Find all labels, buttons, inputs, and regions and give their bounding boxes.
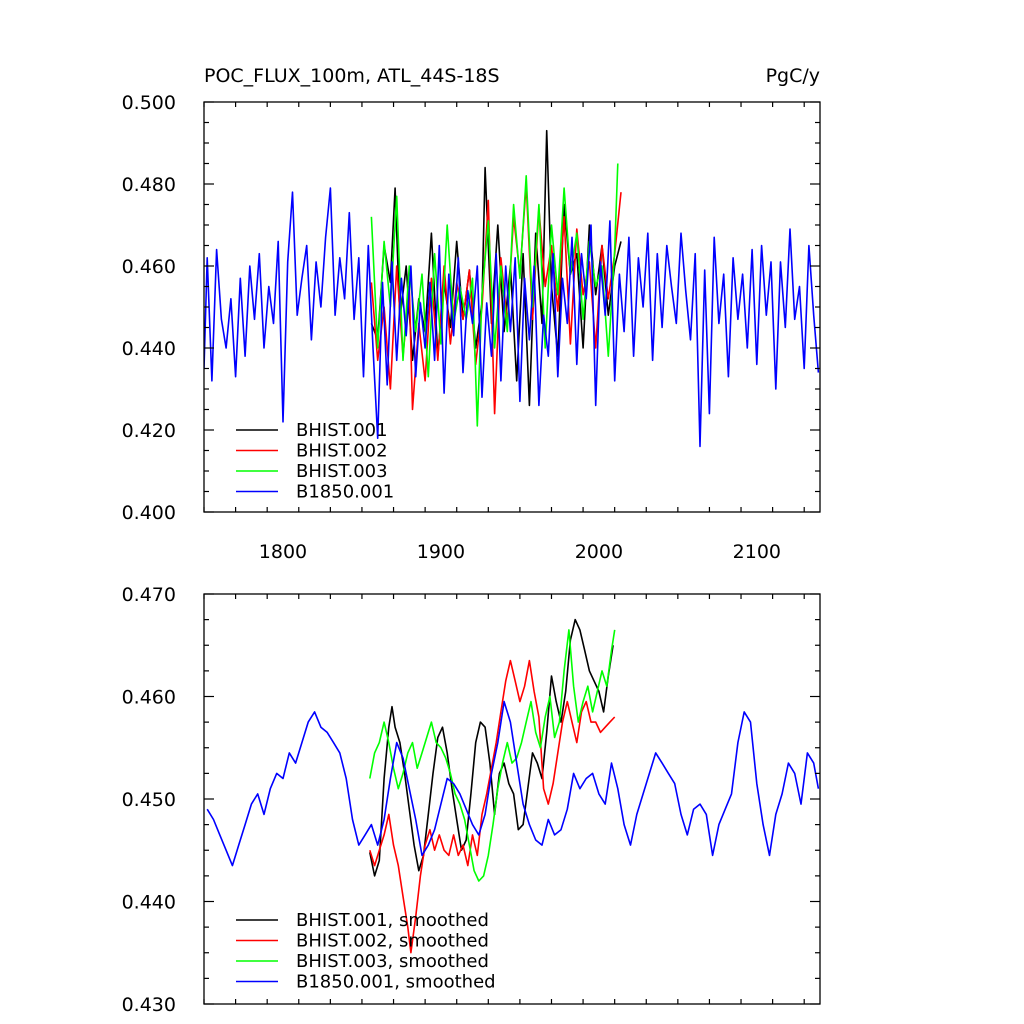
- y-tick-label: 0.430: [122, 994, 176, 1016]
- x-tick-label: 2100: [733, 541, 781, 563]
- legend-label-bhist-003-smoothed: BHIST.003, smoothed: [296, 951, 489, 972]
- bottom-panel: 0.430 0.440 0.450 0.460 0.470 BHIST.001, smoo…: [122, 584, 821, 1016]
- series-line-bhist-003-smoothed: [369, 629, 616, 882]
- chart-title: POC_FLUX_100m, ATL_44S-18S: [204, 65, 500, 87]
- series-group: [206, 618, 820, 954]
- series-group: [204, 129, 820, 448]
- legend-label-b1850-001: B1850.001: [296, 482, 394, 503]
- series-line-b1850-001-smoothed: [206, 700, 820, 867]
- y-tick-label: 0.480: [122, 174, 176, 196]
- x-tick-label: 1800: [259, 541, 307, 563]
- legend-label-bhist-003: BHIST.003: [296, 461, 388, 482]
- units-label: PgC/y: [766, 65, 820, 87]
- y-tick-label: 0.460: [122, 256, 176, 278]
- y-tick-label: 0.500: [122, 92, 176, 114]
- legend-label-bhist-002: BHIST.002: [296, 441, 388, 462]
- legend-label-bhist-001: BHIST.001: [296, 420, 388, 441]
- series-line-bhist-001-smoothed: [369, 618, 614, 877]
- y-tick-label: 0.450: [122, 789, 176, 811]
- series-line-bhist-002-smoothed: [369, 659, 616, 954]
- y-tick-label: 0.440: [122, 892, 176, 914]
- y-tick-label: 0.470: [122, 584, 176, 606]
- legend-label-bhist-002-smoothed: BHIST.002, smoothed: [296, 931, 489, 952]
- y-tick-label: 0.460: [122, 687, 176, 709]
- legend-label-b1850-001-smoothed: B1850.001, smoothed: [296, 972, 496, 993]
- series-line-b1850-001: [204, 187, 820, 448]
- y-tick-label: 0.420: [122, 420, 176, 442]
- y-tick-label: 0.400: [122, 502, 176, 524]
- x-tick-label: 1900: [417, 541, 465, 563]
- y-tick-label: 0.440: [122, 338, 176, 360]
- legend-label-bhist-001-smoothed: BHIST.001, smoothed: [296, 910, 489, 931]
- x-tick-label: 2000: [575, 541, 623, 563]
- top-panel: POC_FLUX_100m, ATL_44S-18S PgC/y 1800 190…: [122, 65, 821, 563]
